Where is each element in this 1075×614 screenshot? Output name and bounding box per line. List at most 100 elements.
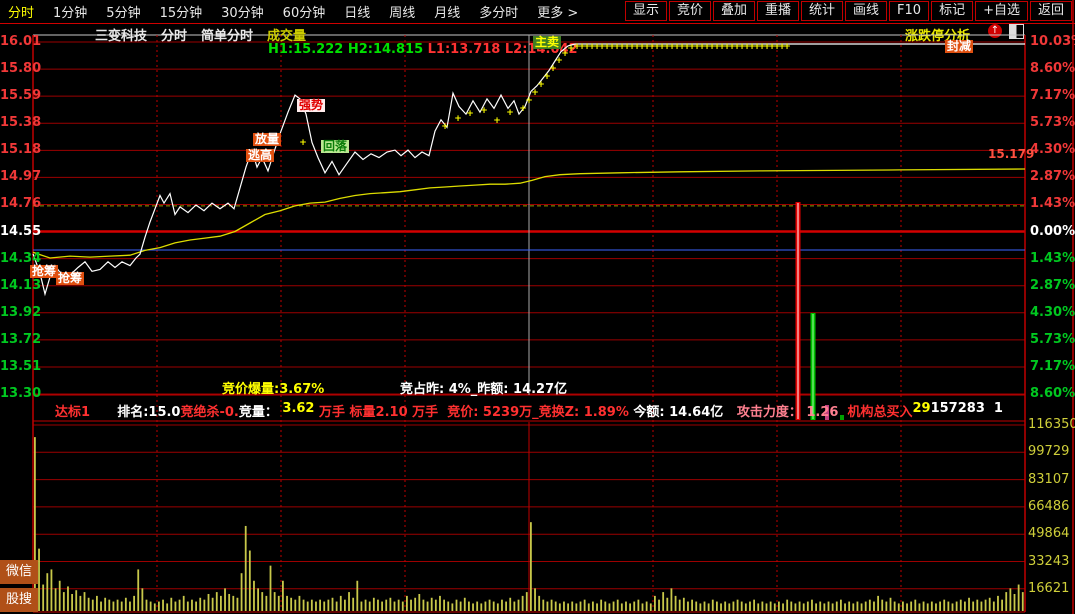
volume-bar xyxy=(410,599,412,611)
stock-name[interactable]: 三变科技 xyxy=(95,29,148,44)
star-marker: + xyxy=(623,42,631,52)
timeframe-分时[interactable]: 分时 xyxy=(8,6,35,21)
volume-bar xyxy=(525,592,528,611)
volume-bar xyxy=(348,592,350,611)
volume-bar xyxy=(864,601,867,611)
timeframe-30分钟[interactable]: 30分钟 xyxy=(221,6,264,21)
period-label[interactable]: 分时 xyxy=(161,29,188,44)
volume-bar xyxy=(844,603,846,611)
toolbar-button-统计[interactable]: 统计 xyxy=(801,1,844,21)
volume-bar xyxy=(397,599,400,611)
price-tick-label: 15.59 xyxy=(0,88,42,104)
volume-bar xyxy=(682,597,685,611)
toolbar-button-返回[interactable]: 返回 xyxy=(1029,1,1072,21)
volume-bar xyxy=(906,603,908,611)
volume-bar xyxy=(455,599,458,611)
stat-segment: 竞量： xyxy=(238,405,283,420)
price-tick-label: 13.30 xyxy=(0,386,42,402)
toolbar-button-F10[interactable]: F10 xyxy=(889,1,930,21)
timeframe-多分时[interactable]: 多分时 xyxy=(479,6,519,21)
volume-bar xyxy=(782,603,784,611)
indicator-label[interactable]: 成交量 xyxy=(267,29,307,44)
volume-bar xyxy=(815,603,817,611)
stat-segment: 竞价: 5239万_竞换Z: 1.89% xyxy=(447,405,629,420)
volume-bar xyxy=(563,601,565,611)
volume-bar xyxy=(418,593,421,611)
volume-bar xyxy=(83,592,86,611)
star-marker: + xyxy=(567,44,575,54)
timeframe-5分钟[interactable]: 5分钟 xyxy=(106,6,141,21)
volume-bar xyxy=(802,603,805,611)
star-marker: + xyxy=(628,42,636,52)
timeframe-15分钟[interactable]: 15分钟 xyxy=(159,6,203,21)
volume-bar xyxy=(149,601,152,611)
percent-tick-label: 5.73% xyxy=(1030,115,1075,131)
volume-bar xyxy=(608,603,611,611)
timeframe-1分钟[interactable]: 1分钟 xyxy=(53,6,88,21)
hl-value: H2:14.815 xyxy=(343,42,424,57)
side-badge-股搜[interactable]: 股搜 xyxy=(0,588,38,612)
volume-bar xyxy=(992,601,995,611)
volume-bar xyxy=(430,597,433,611)
volume-bar xyxy=(228,593,231,611)
toolbar-button-显示[interactable]: 显示 xyxy=(624,1,667,21)
toolbar-button-+自选[interactable]: +自选 xyxy=(975,1,1028,21)
star-marker: + xyxy=(743,42,751,52)
timeframe-日线[interactable]: 日线 xyxy=(344,6,371,21)
volume-bar xyxy=(558,603,561,611)
volume-bar xyxy=(984,599,987,611)
volume-bar xyxy=(459,601,462,611)
volume-bar xyxy=(947,601,950,611)
volume-bar xyxy=(678,599,681,611)
stat-segment: 29 xyxy=(912,401,931,416)
price-tick-label: 14.13 xyxy=(0,277,42,293)
volume-bar xyxy=(58,580,61,611)
volume-bar xyxy=(54,588,57,611)
timeframe-更多 >[interactable]: 更多 > xyxy=(537,6,579,21)
volume-bar xyxy=(521,595,524,611)
volume-bar xyxy=(215,592,218,611)
percent-tick-label: 5.73% xyxy=(1030,331,1075,347)
volume-bar xyxy=(749,601,751,611)
volume-bar xyxy=(505,601,507,611)
stat-segment: 机构总买入 xyxy=(847,405,913,420)
toolbar-button-竞价[interactable]: 竞价 xyxy=(668,1,711,21)
toolbar-button-画线[interactable]: 画线 xyxy=(845,1,888,21)
star-marker: + xyxy=(643,42,651,52)
volume-bar xyxy=(534,588,536,611)
volume-bar xyxy=(236,597,239,611)
percent-tick-label: 4.30% xyxy=(1030,304,1075,320)
star-marker: + xyxy=(454,114,462,124)
percent-tick-label: 2.87% xyxy=(1030,277,1075,293)
volume-bar xyxy=(87,597,90,611)
volume-bar xyxy=(699,603,702,611)
volume-bar xyxy=(530,522,532,611)
chart-annotation-强势: 强势 xyxy=(297,98,326,112)
volume-bar xyxy=(744,603,747,611)
volume-bar xyxy=(860,603,863,611)
percent-tick-label: 8.60% xyxy=(1030,386,1075,402)
toolbar-button-标记[interactable]: 标记 xyxy=(931,1,974,21)
volume-bar xyxy=(443,599,445,611)
volume-bar xyxy=(778,601,780,611)
star-marker: + xyxy=(466,109,474,119)
side-badge-微信[interactable]: 微信 xyxy=(0,560,38,584)
timeframe-60分钟[interactable]: 60分钟 xyxy=(282,6,326,21)
mode-label[interactable]: 简单分时 xyxy=(201,29,254,44)
volume-bar xyxy=(323,601,326,611)
timeframe-月线[interactable]: 月线 xyxy=(434,6,461,21)
toolbar-button-重播[interactable]: 重播 xyxy=(756,1,799,21)
volume-bar xyxy=(381,601,383,611)
toolbar-button-叠加[interactable]: 叠加 xyxy=(712,1,755,21)
hl-value: H1:15.222 xyxy=(268,42,344,57)
volume-bar xyxy=(550,599,553,611)
star-marker: + xyxy=(525,96,533,106)
volume-bar xyxy=(368,601,371,611)
volume-tick-label: 33243 xyxy=(1028,553,1070,569)
volume-bar xyxy=(447,601,450,611)
star-marker: + xyxy=(531,88,539,98)
volume-bar xyxy=(765,603,768,611)
timeframe-周线[interactable]: 周线 xyxy=(389,6,416,21)
stat-segment: 标量2.10 万手 xyxy=(349,405,448,420)
